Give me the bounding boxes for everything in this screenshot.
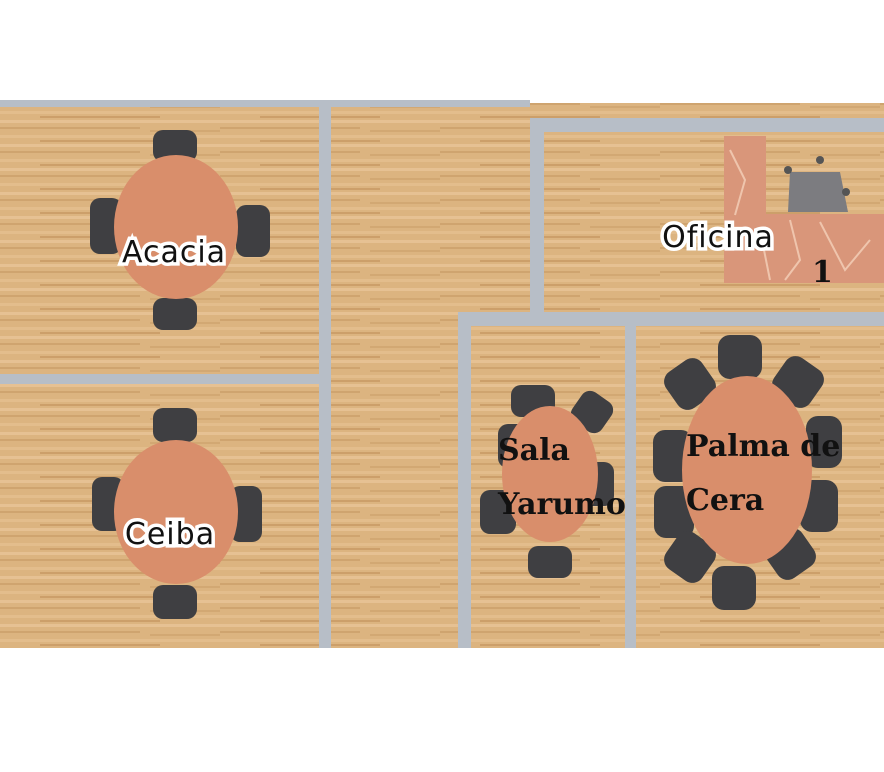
chair (90, 198, 122, 254)
chair (664, 531, 716, 583)
chair (718, 335, 762, 379)
wall-acacia-ceiba (0, 374, 326, 384)
room-badge-oficina: 1 (812, 255, 833, 290)
room-oficina[interactable]: Oficina 1 (530, 118, 884, 314)
chair (712, 566, 756, 610)
wall-oficina-bottom (458, 312, 884, 326)
chair (153, 130, 197, 162)
chair (570, 390, 614, 434)
room-acacia[interactable]: Acacia (0, 107, 320, 375)
table (114, 440, 238, 584)
chair (528, 546, 572, 578)
room-label-sala-yarumo-line2: Yarumo (497, 487, 626, 522)
chair-caster (784, 166, 792, 174)
desk-texture (729, 149, 871, 281)
table (502, 406, 598, 542)
top-wall (0, 100, 530, 107)
wall-oficina-left (530, 118, 544, 314)
chair (153, 408, 197, 442)
wall-oficina-top (530, 118, 884, 132)
chair (664, 358, 716, 410)
office-chair (788, 172, 848, 212)
chair (153, 585, 197, 619)
room-label-palma-de-cera-line2: Cera (686, 483, 764, 518)
room-sala-yarumo[interactable]: Sala Yarumo (471, 326, 626, 648)
chair (654, 486, 694, 538)
room-ceiba[interactable]: Ceiba (0, 384, 320, 648)
chair (153, 298, 197, 330)
room-palma-de-cera[interactable]: Palma de Cera (636, 326, 884, 648)
chair (806, 416, 842, 468)
room-label-ceiba: Ceiba (125, 517, 215, 552)
chair (236, 205, 270, 257)
wall-left-corridor (319, 100, 331, 648)
wall-between-salas (625, 322, 636, 648)
table (682, 376, 812, 564)
room-label-acacia: Acacia (122, 235, 226, 270)
chair-caster (816, 156, 824, 164)
room-label-sala-yarumo-line1: Sala (498, 433, 570, 468)
chair-caster (842, 188, 850, 196)
wall-sala-yarumo-left (458, 312, 471, 648)
table (114, 155, 238, 299)
room-label-oficina: Oficina (662, 220, 774, 255)
chair (230, 486, 262, 542)
room-label-palma-de-cera-line1: Palma de (686, 429, 840, 464)
